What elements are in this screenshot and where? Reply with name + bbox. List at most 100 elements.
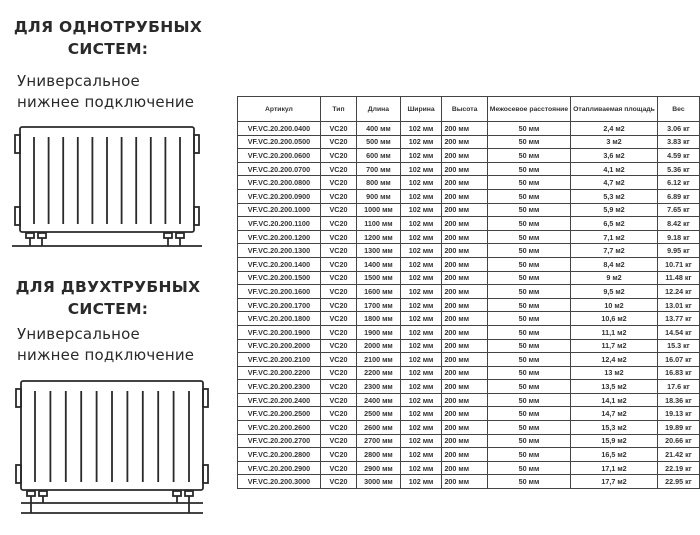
column-header: Ширина (399, 96, 443, 122)
table-cell: 14,1 м2 (570, 392, 658, 408)
table-cell: 200 мм (441, 324, 488, 340)
table-cell: 3.83 кг (656, 134, 700, 150)
table-cell: 19.89 кг (656, 420, 700, 435)
table-cell: 200 мм (441, 460, 488, 476)
table-cell: 6,5 м2 (570, 216, 658, 231)
table-cell: 2600 мм (356, 420, 401, 435)
table-row: VF.VC.20.200.3000 VC20 3000 мм 102 мм 200 мм… (237, 474, 700, 490)
table-cell: 50 мм (486, 406, 572, 422)
table-cell: 102 мм (399, 161, 443, 177)
table-cell: 700 мм (356, 161, 401, 177)
table-row: VF.VC.20.200.1600 VC20 1600 мм 102 мм 200 мм… (237, 284, 700, 299)
table-cell: 3,6 м2 (570, 148, 658, 163)
table-cell: 2500 мм (356, 406, 401, 422)
table-cell: VF.VC.20.200.2900 (237, 460, 321, 476)
table-cell: VF.VC.20.200.0500 (237, 134, 321, 150)
table-cell: 4,1 м2 (570, 161, 658, 177)
table-cell: 102 мм (399, 270, 443, 286)
table-cell: VF.VC.20.200.1100 (237, 216, 321, 231)
table-cell: 1300 мм (356, 243, 401, 258)
subtitle-line: нижнее подключение (17, 93, 195, 111)
radiator-valve (163, 232, 173, 239)
table-cell: 102 мм (399, 311, 443, 326)
specs-table: Артикул Тип Длина Ширина Высота Межосевое рас… (237, 96, 700, 490)
two-pipe-radiator-icon (15, 380, 209, 514)
table-cell: 2800 мм (356, 447, 401, 462)
table-cell: 2400 мм (356, 392, 401, 408)
table-cell: 14.54 кг (656, 324, 700, 340)
table-cell: 4,7 м2 (570, 175, 658, 190)
table-cell: 50 мм (486, 433, 572, 449)
table-cell: 16.07 кг (656, 352, 700, 367)
table-cell: VC20 (319, 311, 358, 326)
table-cell: 15.3 кг (656, 338, 700, 354)
table-cell: 2200 мм (356, 365, 401, 381)
table-cell: 18.36 кг (656, 392, 700, 408)
table-cell: 11,1 м2 (570, 324, 658, 340)
table-cell: VC20 (319, 270, 358, 286)
table-cell: 200 мм (441, 447, 488, 462)
table-cell: 200 мм (441, 216, 488, 231)
table-cell: 200 мм (441, 161, 488, 177)
table-cell: 3.06 кг (656, 121, 700, 136)
table-cell: VF.VC.20.200.2500 (237, 406, 321, 422)
title-line: ДЛЯ ОДНОТРУБНЫХ (13, 18, 203, 36)
table-cell: 200 мм (441, 406, 488, 422)
radiator-valve (37, 232, 47, 239)
table-cell: 200 мм (441, 284, 488, 299)
table-cell: 2300 мм (356, 379, 401, 394)
subtitle-line: Универсальное (17, 325, 140, 343)
table-cell: 50 мм (486, 324, 572, 340)
table-row: VF.VC.20.200.0700 VC20 700 мм 102 мм 200 мм 5… (237, 161, 700, 177)
section1-subtitle: Универсальное нижнее подключение (17, 71, 194, 113)
table-cell: VF.VC.20.200.1900 (237, 324, 321, 340)
table-cell: VC20 (319, 243, 358, 258)
table-cell: 17.6 кг (656, 379, 700, 394)
table-cell: 102 мм (399, 243, 443, 258)
table-cell: 12.24 кг (656, 284, 700, 299)
table-cell: VF.VC.20.200.0900 (237, 188, 321, 204)
table-cell: 50 мм (486, 148, 572, 163)
table-cell: 50 мм (486, 474, 572, 490)
table-cell: 50 мм (486, 121, 572, 136)
table-cell: 14,7 м2 (570, 406, 658, 422)
table-cell: 1900 мм (356, 324, 401, 340)
table-cell: 20.66 кг (656, 433, 700, 449)
table-row: VF.VC.20.200.0400 VC20 400 мм 102 мм 200 мм 5… (237, 121, 700, 136)
table-cell: 9,5 м2 (570, 284, 658, 299)
table-cell: 102 мм (399, 324, 443, 340)
table-cell: 13.01 кг (656, 297, 700, 313)
table-cell: 17,7 м2 (570, 474, 658, 490)
table-cell: 15,9 м2 (570, 433, 658, 449)
table-row: VF.VC.20.200.1800 VC20 1800 мм 102 мм 200 мм… (237, 311, 700, 326)
table-cell: 200 мм (441, 352, 488, 367)
table-row: VF.VC.20.200.1200 VC20 1200 мм 102 мм 200 мм… (237, 229, 700, 245)
column-header: Отапливаемая площадь (570, 96, 658, 122)
table-cell: VC20 (319, 447, 358, 462)
table-cell: VC20 (319, 297, 358, 313)
table-cell: VC20 (319, 392, 358, 408)
table-cell: VC20 (319, 460, 358, 476)
table-cell: VF.VC.20.200.2800 (237, 447, 321, 462)
table-cell: VF.VC.20.200.1400 (237, 256, 321, 272)
table-row: VF.VC.20.200.0600 VC20 600 мм 102 мм 200 мм 5… (237, 148, 700, 163)
radiator-body (19, 126, 195, 233)
table-cell: VF.VC.20.200.2100 (237, 352, 321, 367)
table-cell: 102 мм (399, 420, 443, 435)
table-cell: 2100 мм (356, 352, 401, 367)
table-cell: 200 мм (441, 121, 488, 136)
table-cell: 200 мм (441, 229, 488, 245)
table-cell: 13,5 м2 (570, 379, 658, 394)
table-row: VF.VC.20.200.2600 VC20 2600 мм 102 мм 200 мм… (237, 420, 700, 435)
table-cell: 102 мм (399, 406, 443, 422)
table-cell: 102 мм (399, 202, 443, 218)
table-cell: VF.VC.20.200.0400 (237, 121, 321, 136)
table-cell: 50 мм (486, 243, 572, 258)
table-cell: 1400 мм (356, 256, 401, 272)
table-cell: 200 мм (441, 175, 488, 190)
section1-title: ДЛЯ ОДНОТРУБНЫХ СИСТЕМ: (8, 16, 208, 60)
table-cell: 200 мм (441, 188, 488, 204)
table-cell: 102 мм (399, 474, 443, 490)
table-row: VF.VC.20.200.2000 VC20 2000 мм 102 мм 200 мм… (237, 338, 700, 354)
table-cell: 50 мм (486, 188, 572, 204)
